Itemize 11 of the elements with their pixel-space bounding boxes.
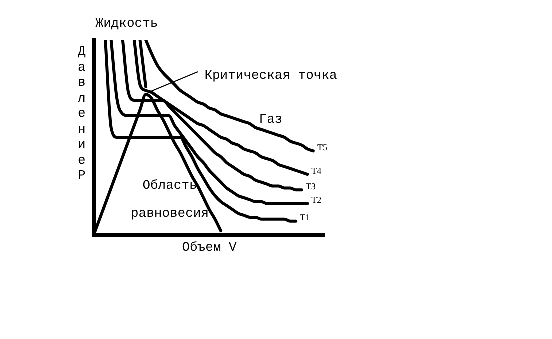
annotation: Критическая точка	[204, 67, 338, 85]
text: Жидкость	[94, 15, 160, 33]
annotation: Газ	[258, 111, 284, 129]
series-label: T1	[300, 212, 310, 223]
text: Давление Р	[78, 44, 86, 183]
series-label: T5	[317, 142, 328, 153]
annotation: Область равновесия	[130, 177, 210, 223]
series-label: T3	[306, 182, 316, 192]
x-axis-title: Объем V	[181, 240, 238, 255]
series-label: T2	[312, 195, 322, 206]
series-label: T4	[312, 166, 322, 176]
